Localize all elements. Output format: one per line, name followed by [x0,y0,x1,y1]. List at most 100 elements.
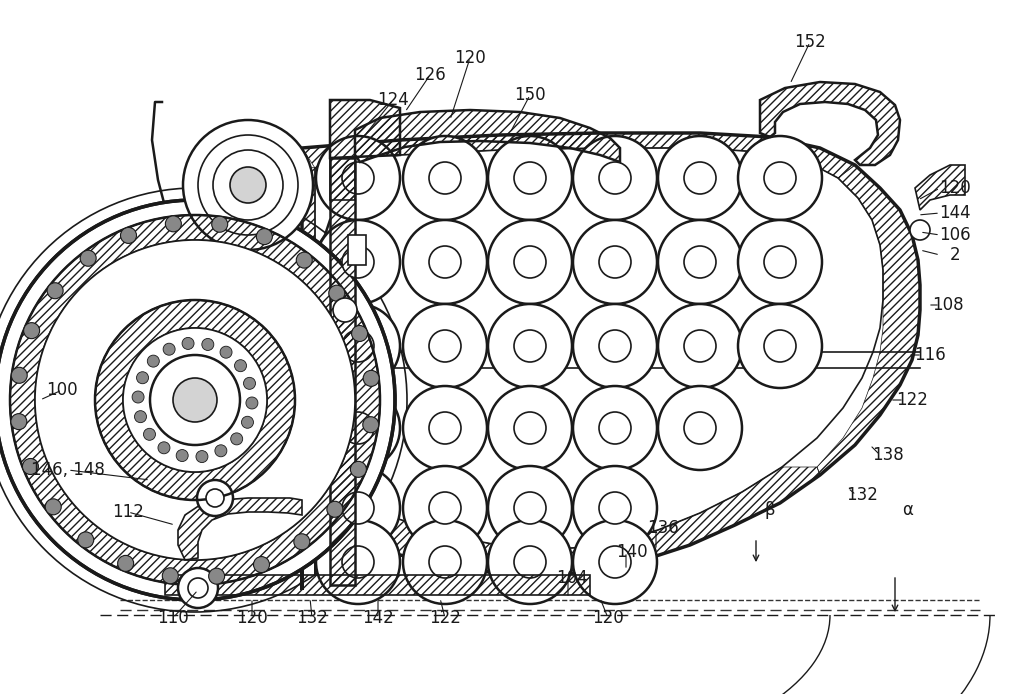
Circle shape [118,555,134,571]
Text: 136: 136 [647,519,679,537]
Circle shape [143,428,156,440]
Circle shape [215,445,227,457]
Circle shape [403,520,487,604]
Circle shape [123,328,267,472]
Circle shape [183,120,313,250]
Circle shape [573,220,657,304]
Circle shape [514,492,546,524]
Circle shape [764,330,796,362]
Circle shape [573,466,657,550]
Polygon shape [302,133,920,590]
Circle shape [316,520,400,604]
Circle shape [342,492,374,524]
Circle shape [246,397,258,409]
Circle shape [244,378,256,389]
Circle shape [327,501,343,517]
Circle shape [296,252,312,268]
Circle shape [230,433,243,445]
Text: 110: 110 [157,609,188,627]
Circle shape [684,162,716,194]
Circle shape [198,135,298,235]
Circle shape [206,489,224,507]
Text: 100: 100 [46,381,78,399]
Circle shape [684,412,716,444]
Text: 104: 104 [556,569,588,587]
Circle shape [11,367,28,383]
Circle shape [429,492,461,524]
Circle shape [230,167,266,203]
Circle shape [429,330,461,362]
Text: 132: 132 [296,609,328,627]
Circle shape [514,330,546,362]
Circle shape [684,330,716,362]
Circle shape [173,378,217,422]
Circle shape [658,220,742,304]
Circle shape [121,228,136,244]
Circle shape [599,412,631,444]
Circle shape [134,411,146,423]
Circle shape [514,412,546,444]
Circle shape [599,546,631,578]
Text: 120: 120 [592,609,624,627]
Circle shape [910,220,930,240]
Text: 108: 108 [932,296,964,314]
Circle shape [35,240,355,560]
Circle shape [488,220,572,304]
Text: 120: 120 [939,179,971,197]
Circle shape [364,371,379,387]
Circle shape [738,304,822,388]
Circle shape [342,162,374,194]
Circle shape [573,520,657,604]
Circle shape [429,412,461,444]
Text: 120: 120 [237,609,268,627]
Circle shape [45,499,61,515]
Bar [348,235,366,265]
Circle shape [150,355,240,445]
Circle shape [514,162,546,194]
Text: 2: 2 [949,246,961,264]
Text: 152: 152 [795,33,826,51]
Circle shape [488,386,572,470]
Circle shape [342,546,374,578]
Text: 116: 116 [914,346,946,364]
Circle shape [254,557,269,573]
Circle shape [599,162,631,194]
Circle shape [429,162,461,194]
Circle shape [488,136,572,220]
Text: 150: 150 [514,86,546,104]
Circle shape [0,200,395,600]
Circle shape [342,246,374,278]
Circle shape [316,136,400,220]
Circle shape [514,546,546,578]
Circle shape [403,466,487,550]
Circle shape [23,459,39,475]
Circle shape [147,355,160,367]
Text: 124: 124 [377,91,409,109]
Circle shape [350,462,367,477]
Circle shape [136,372,148,384]
Circle shape [162,568,178,584]
Circle shape [658,304,742,388]
Circle shape [684,246,716,278]
Circle shape [429,546,461,578]
Circle shape [80,251,96,266]
Circle shape [764,246,796,278]
Text: 138: 138 [872,446,904,464]
Circle shape [182,337,195,349]
Circle shape [573,136,657,220]
Text: 146, 148: 146, 148 [31,461,104,479]
Circle shape [403,386,487,470]
Circle shape [316,304,400,388]
Circle shape [158,442,170,454]
Circle shape [242,416,254,428]
Text: 122: 122 [896,391,928,409]
Circle shape [403,220,487,304]
Circle shape [196,450,208,463]
Circle shape [316,386,400,470]
Text: 120: 120 [454,49,485,67]
Circle shape [188,578,208,598]
Circle shape [429,246,461,278]
Circle shape [202,339,214,350]
Polygon shape [315,148,883,575]
Circle shape [573,304,657,388]
